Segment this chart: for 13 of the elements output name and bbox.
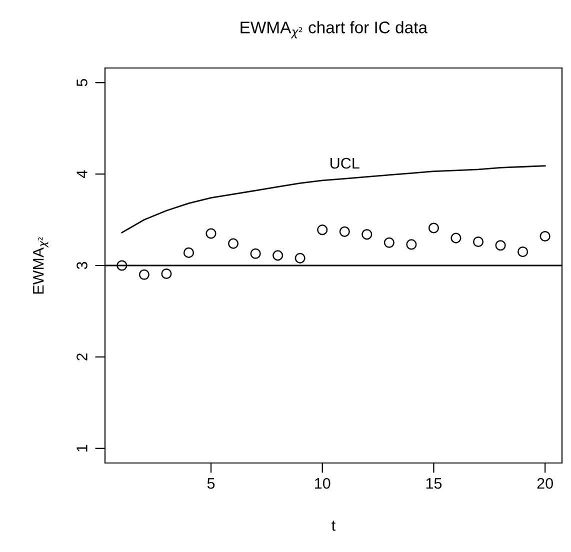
y-tick-label: 3 — [76, 262, 88, 270]
y-tick-label: 2 — [76, 353, 88, 360]
x-tick-label: 5 — [207, 478, 215, 489]
x-tick-label: 15 — [426, 478, 442, 489]
y-tick-label: 5 — [76, 79, 88, 86]
x-tick-label: 10 — [315, 478, 330, 489]
x-axis-title: t — [332, 520, 336, 531]
x-tick-label: 20 — [537, 478, 553, 489]
y-tick-label: 1 — [76, 444, 88, 452]
annotation: UCL — [330, 158, 360, 169]
y-axis-title: EWMA$_{χ²}$ — [33, 237, 48, 294]
chart-title: EWMA$_{χ²}$ chart for IC data — [240, 21, 428, 38]
y-tick-label: 4 — [76, 170, 88, 178]
